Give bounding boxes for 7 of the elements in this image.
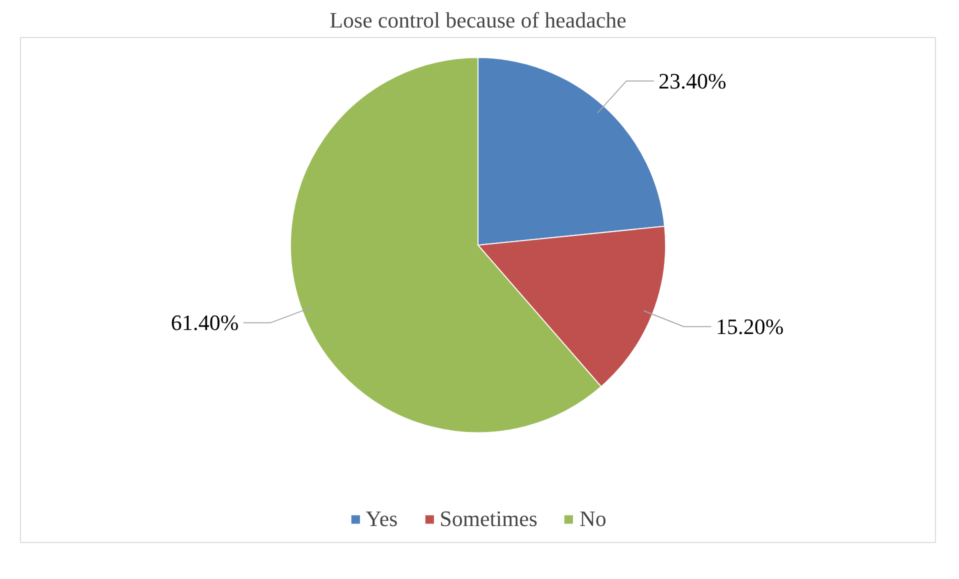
- data-label: 23.40%: [658, 68, 726, 94]
- chart-title: Lose control because of headache: [330, 8, 626, 32]
- data-label: 61.40%: [170, 310, 239, 336]
- legend-label: Sometimes: [440, 506, 538, 532]
- legend-label: Yes: [366, 506, 398, 532]
- data-label: 15.20%: [716, 314, 784, 340]
- legend-label: No: [579, 506, 606, 532]
